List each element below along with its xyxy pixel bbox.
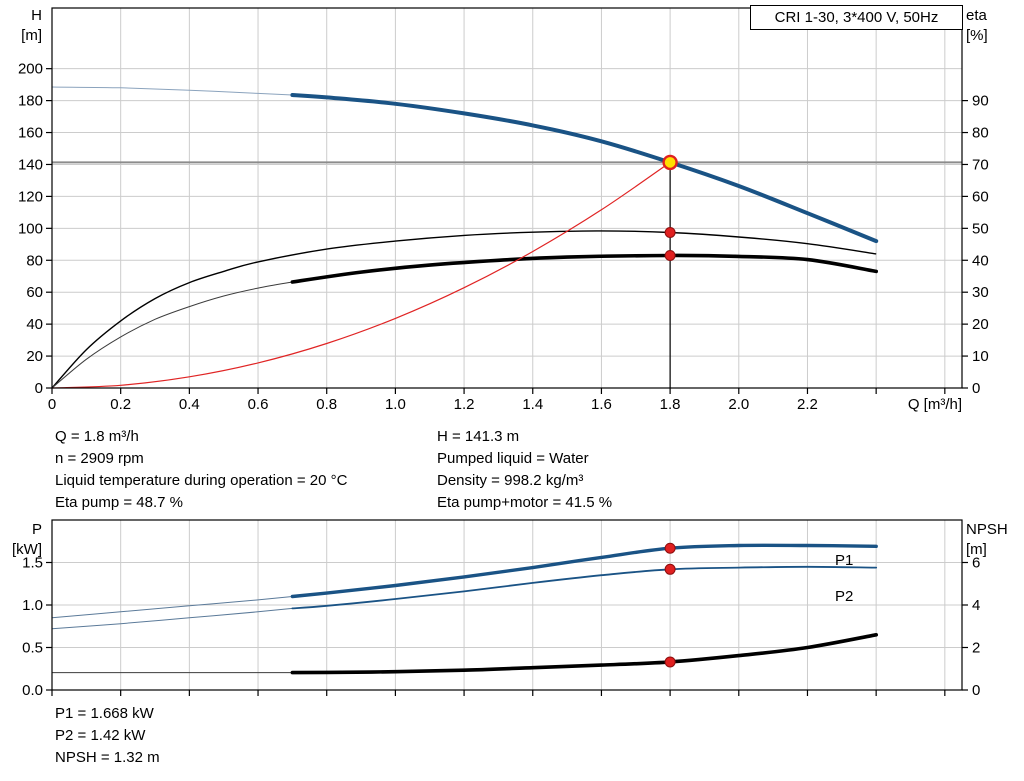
- info-p2: P2 = 1.42 kW: [55, 727, 146, 744]
- svg-text:100: 100: [18, 220, 43, 237]
- info-npsh: NPSH = 1.32 m: [55, 749, 160, 766]
- svg-text:0.6: 0.6: [248, 396, 269, 413]
- svg-text:30: 30: [972, 284, 989, 301]
- svg-text:160: 160: [18, 125, 43, 142]
- svg-text:1.6: 1.6: [591, 396, 612, 413]
- hq-eta-chart: 0 20 40 60 80 100 120 140 160 180 200 0 10 20 30 40 50 60…: [18, 7, 989, 413]
- svg-text:NPSH: NPSH: [966, 521, 1008, 538]
- p1-series-label: P1: [835, 552, 853, 569]
- duty-point-marker: [662, 154, 678, 171]
- p2-curve-lead-in: [51, 607, 293, 630]
- svg-text:0.2: 0.2: [110, 396, 131, 413]
- svg-text:20: 20: [972, 316, 989, 333]
- info-p1: P1 = 1.668 kW: [55, 705, 154, 722]
- svg-text:80: 80: [972, 125, 989, 142]
- svg-text:[kW]: [kW]: [12, 541, 42, 558]
- operating-point-dot: [664, 542, 676, 554]
- svg-text:0: 0: [48, 396, 56, 413]
- operating-point-dot: [664, 226, 676, 238]
- svg-text:0: 0: [35, 380, 43, 397]
- info-eta-pump-motor: Eta pump+motor = 41.5 %: [437, 494, 613, 511]
- svg-text:eta: eta: [966, 7, 988, 24]
- svg-text:Q [m³/h]: Q [m³/h]: [908, 396, 962, 413]
- svg-text:80: 80: [26, 252, 43, 269]
- svg-text:0.5: 0.5: [22, 640, 43, 657]
- svg-text:60: 60: [26, 284, 43, 301]
- svg-text:0.4: 0.4: [179, 396, 200, 413]
- svg-text:50: 50: [972, 220, 989, 237]
- pump-model-title: CRI 1-30, 3*400 V, 50Hz: [750, 5, 963, 30]
- operating-point-dot: [664, 656, 676, 668]
- operating-point-dot: [664, 563, 676, 575]
- p1-curve: [290, 543, 878, 599]
- head-curve: [290, 93, 879, 244]
- svg-text:120: 120: [18, 188, 43, 205]
- svg-text:70: 70: [972, 156, 989, 173]
- svg-text:1.4: 1.4: [522, 396, 543, 413]
- eta-pump-motor-curve: [290, 253, 878, 284]
- info-flow: Q = 1.8 m³/h: [55, 428, 139, 445]
- svg-text:140: 140: [18, 156, 43, 173]
- head-curve-lead-in: [51, 86, 293, 96]
- operating-point-info-left: Q = 1.8 m³/h n = 2909 rpm Liquid tempera…: [55, 426, 347, 514]
- p2-series-label: P2: [835, 588, 853, 605]
- svg-text:40: 40: [972, 252, 989, 269]
- svg-text:2: 2: [972, 640, 980, 657]
- eta-pump-motor-curve-lead-in: [51, 281, 293, 389]
- plot-frame: [51, 7, 963, 389]
- svg-text:[m]: [m]: [966, 541, 987, 558]
- svg-text:H: H: [31, 7, 42, 24]
- svg-text:4: 4: [972, 597, 980, 614]
- svg-text:90: 90: [972, 93, 989, 110]
- svg-text:1.8: 1.8: [660, 396, 681, 413]
- p1-curve-lead-in: [51, 596, 293, 619]
- power-npsh-chart-svg: 0.0 0.5 1.0 1.5 0 2 4 6 P [kW] NPSH [m] P1 P2: [12, 519, 1008, 699]
- svg-text:[m]: [m]: [21, 27, 42, 44]
- svg-text:0: 0: [972, 682, 980, 699]
- system-curve: [51, 161, 671, 389]
- p2-curve: [291, 565, 878, 610]
- svg-text:P: P: [32, 521, 42, 538]
- svg-text:6: 6: [972, 555, 980, 572]
- info-eta-pump: Eta pump = 48.7 %: [55, 494, 183, 511]
- svg-text:0.0: 0.0: [22, 682, 43, 699]
- svg-text:20: 20: [26, 348, 43, 365]
- operating-point-info-right: H = 141.3 m Pumped liquid = Water Densit…: [437, 426, 612, 514]
- svg-text:0.8: 0.8: [316, 396, 337, 413]
- svg-text:180: 180: [18, 93, 43, 110]
- svg-text:10: 10: [972, 348, 989, 365]
- svg-text:200: 200: [18, 61, 43, 78]
- svg-text:1.0: 1.0: [22, 597, 43, 614]
- power-info: P1 = 1.668 kW P2 = 1.42 kW NPSH = 1.32 m: [55, 703, 160, 769]
- svg-text:1.0: 1.0: [385, 396, 406, 413]
- info-speed: n = 2909 rpm: [55, 450, 144, 467]
- svg-text:40: 40: [26, 316, 43, 333]
- operating-point-dot: [664, 249, 676, 261]
- info-liquid-temp: Liquid temperature during operation = 20…: [55, 472, 348, 489]
- svg-text:2.2: 2.2: [797, 396, 818, 413]
- info-pumped-liquid: Pumped liquid = Water: [437, 450, 589, 467]
- eta-pump-curve: [51, 230, 877, 389]
- info-density: Density = 998.2 kg/m³: [437, 472, 584, 489]
- svg-text:0: 0: [972, 380, 980, 397]
- svg-text:60: 60: [972, 188, 989, 205]
- npsh-curve: [290, 633, 878, 675]
- info-head: H = 141.3 m: [437, 428, 520, 445]
- svg-text:[%]: [%]: [966, 27, 988, 44]
- svg-text:2.0: 2.0: [728, 396, 749, 413]
- hq-eta-chart-svg: 0 20 40 60 80 100 120 140 160 180 200 0 10 20 30 40 50 60…: [18, 7, 989, 413]
- power-npsh-chart: 0.0 0.5 1.0 1.5 0 2 4 6 P [kW] NPSH [m] P1 P2: [0, 512, 1024, 702]
- svg-text:1.2: 1.2: [454, 396, 475, 413]
- svg-text:1.5: 1.5: [22, 555, 43, 572]
